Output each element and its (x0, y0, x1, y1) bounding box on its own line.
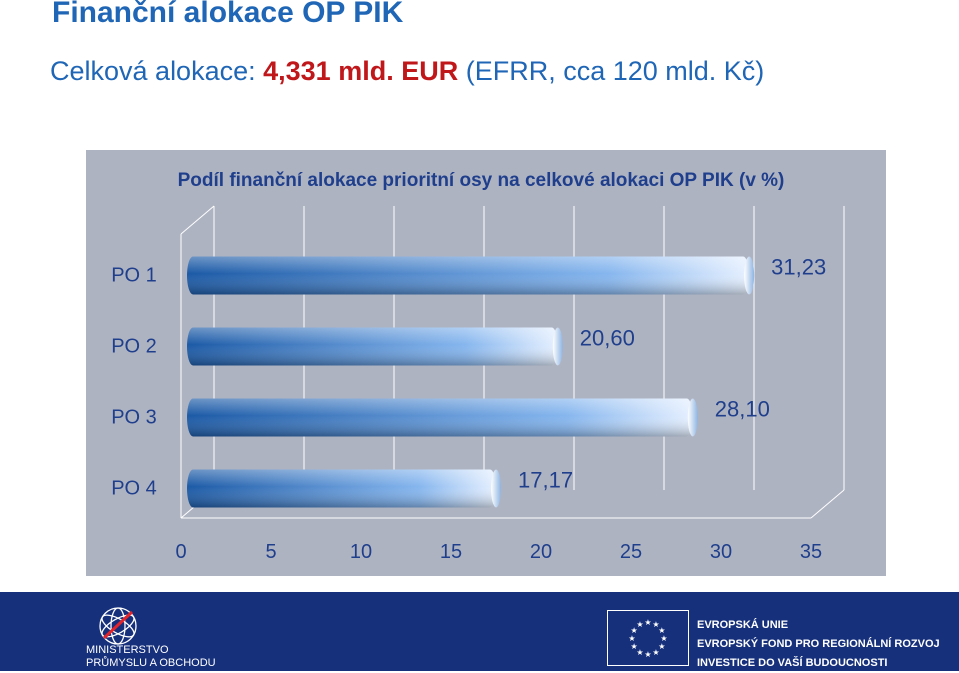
category-label: PO 4 (111, 478, 157, 500)
eu-star-icon: ★ (636, 620, 643, 629)
ministry-line-2: PRŮMYSLU A OBCHODU (86, 657, 216, 669)
floor-edge (810, 489, 845, 519)
page-subtitle: Celková alokace: 4,331 mld. EUR (EFRR, c… (50, 56, 764, 87)
ministry-line-1: MINISTERSTVO (86, 644, 169, 656)
x-tick-label: 25 (620, 541, 642, 563)
eu-star-icon: ★ (628, 634, 635, 643)
eu-star-icon: ★ (652, 648, 659, 657)
eu-star-icon: ★ (636, 648, 643, 657)
eu-star-icon: ★ (631, 642, 638, 651)
bars (187, 256, 755, 508)
floor-edge (180, 205, 215, 235)
bar-shading (187, 398, 693, 437)
page-title: Finanční alokace OP PIK (52, 0, 404, 29)
bar-end-cap (552, 327, 563, 366)
labels: 0 5 10 15 20 25 30 35 PO 1 31,23 PO 2 20,60 PO 3 28,1… (111, 255, 826, 564)
data-label: 28,10 (715, 397, 770, 422)
data-label: 31,23 (771, 255, 826, 280)
category-label: PO 3 (111, 407, 157, 429)
subtitle-highlight: 4,331 mld. EUR (263, 56, 459, 86)
bar-end-cap (744, 256, 755, 295)
bar-shading (187, 256, 750, 295)
bar-end-cap (491, 469, 502, 508)
category-label: PO 1 (111, 265, 157, 287)
x-tick-label: 5 (265, 541, 276, 563)
eu-star-icon: ★ (644, 618, 651, 627)
eu-star-icon: ★ (660, 634, 667, 643)
chart-title: Podíl finanční alokace prioritní osy na … (178, 170, 785, 191)
eu-line-2: EVROPSKÝ FOND PRO REGIONÁLNÍ ROZVOJ (697, 638, 940, 650)
x-tick-label: 15 (440, 541, 462, 563)
x-tick-label: 35 (800, 541, 822, 563)
x-tick-label: 30 (710, 541, 732, 563)
data-label: 20,60 (580, 326, 635, 351)
x-tick-label: 10 (350, 541, 372, 563)
ministry-logo (99, 607, 137, 645)
data-label: 17,17 (518, 468, 573, 493)
bar-chart: Podíl finanční alokace prioritní osy na … (86, 150, 886, 576)
eu-star-icon: ★ (658, 626, 665, 635)
eu-line-3: INVESTICE DO VAŠÍ BUDOUCNOSTI (697, 657, 888, 669)
x-tick-label: 0 (175, 541, 186, 563)
subtitle-suffix: (EFRR, cca 120 mld. Kč) (458, 56, 765, 86)
subtitle-prefix: Celková alokace: (50, 56, 264, 86)
bar-shading (187, 327, 558, 366)
bar-shading (187, 469, 497, 508)
footer: MINISTERSTVO PRŮMYSLU A OBCHODU ★ ★ ★ ★ ★ ★ ★ ★… (0, 592, 959, 671)
eu-line-1: EVROPSKÁ UNIE (697, 619, 789, 631)
ministry-name: MINISTERSTVO PRŮMYSLU A OBCHODU (86, 644, 216, 670)
x-tick-label: 20 (530, 541, 552, 563)
eu-star-icon: ★ (652, 620, 659, 629)
eu-star-icon: ★ (658, 642, 665, 651)
bar-end-cap (687, 398, 698, 437)
eu-star-icon: ★ (644, 650, 651, 659)
eu-text: EVROPSKÁ UNIE EVROPSKÝ FOND PRO REGIONÁL… (697, 616, 940, 673)
eu-flag-icon: ★★★★★★★★★ ★ ★★ (607, 610, 689, 666)
category-label: PO 2 (111, 336, 157, 358)
eu-star-icon: ★ (631, 626, 638, 635)
chart-panel: Podíl finanční alokace prioritní osy na … (86, 150, 886, 576)
